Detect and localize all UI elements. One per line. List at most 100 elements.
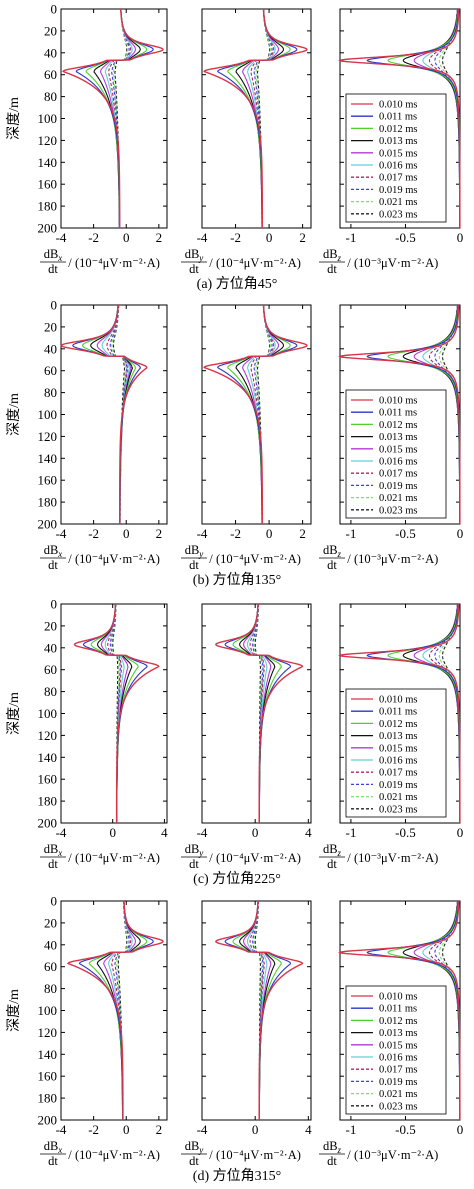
- x-tick-label: -0.5: [395, 1122, 416, 1137]
- y-axis-label: 深度/m: [6, 97, 22, 140]
- subplot-a-dbz: -1 -0.5 00.010 ms0.011 ms0.012 ms0.013 ms0…: [319, 8, 463, 276]
- x-tick-label: -1: [345, 825, 356, 840]
- series-line-0023: [117, 900, 128, 1120]
- x-tick-label: 2: [156, 1122, 163, 1137]
- unit-label: (10⁻⁴μV·m⁻²·A): [216, 851, 301, 865]
- series-line-0015: [103, 900, 136, 1121]
- legend-label: 0.012 ms: [379, 124, 418, 135]
- unit-label: (10⁻⁴μV·m⁻²·A): [75, 1148, 160, 1162]
- legend-label: 0.013 ms: [379, 136, 418, 147]
- legend-label: 0.015 ms: [379, 743, 418, 754]
- legend-label: 0.015 ms: [379, 444, 418, 455]
- legend-box: [345, 688, 447, 818]
- legend-label: 0.015 ms: [379, 1040, 418, 1051]
- series-line-0010: [60, 304, 148, 524]
- legend-label: 0.016 ms: [379, 161, 418, 172]
- legend-label: 0.017 ms: [379, 1065, 418, 1076]
- y-tick-label: 80: [44, 385, 57, 400]
- panel-caption: (a) 方位角45°: [197, 276, 278, 292]
- legend-label: 0.013 ms: [379, 432, 418, 443]
- x-tick-label: 0: [123, 1122, 130, 1137]
- legend-label: 0.016 ms: [379, 756, 418, 767]
- x-tick-label: 2: [156, 230, 163, 245]
- x-tick-label: 2: [299, 526, 306, 541]
- slash: /: [68, 256, 72, 270]
- legend-label: 0.012 ms: [379, 1016, 418, 1027]
- derivative-numerator: dBx: [44, 842, 63, 858]
- x-tick-label: 4: [161, 825, 168, 840]
- legend-label: 0.021 ms: [379, 197, 418, 208]
- slash: /: [68, 851, 72, 865]
- axes-frame: [201, 900, 312, 1121]
- y-axis-label: 深度/m: [6, 989, 22, 1032]
- y-tick-label: 20: [44, 319, 57, 334]
- y-tick-label: 60: [44, 662, 57, 677]
- series-line-0011: [82, 603, 148, 823]
- subplot-d-dbz: -1 -0.5 0 0.010 ms0.011 ms0.012 ms0.013 ms0…: [319, 900, 464, 1168]
- y-tick-label: 160: [38, 473, 58, 488]
- legend-label: 0.021 ms: [379, 792, 418, 803]
- x-tick-label: -1: [345, 230, 356, 245]
- y-tick-label: 0: [51, 298, 58, 313]
- series-line-0016: [101, 304, 130, 525]
- x-tick-label: 0: [252, 825, 259, 840]
- x-tick-label: 2: [156, 526, 163, 541]
- y-tick-label: 160: [38, 1069, 58, 1084]
- derivative-numerator: dBz: [323, 543, 342, 559]
- x-tick-label: -4: [197, 1122, 208, 1137]
- y-tick-label: 140: [38, 750, 58, 765]
- x-tick-label: -4: [56, 230, 67, 245]
- y-tick-label: 100: [38, 407, 58, 422]
- axes-frame: [60, 304, 168, 525]
- series-line-0012: [81, 304, 137, 525]
- derivative-denominator: dt: [48, 857, 58, 871]
- series-line-0011: [224, 603, 292, 823]
- y-tick-label: 60: [44, 959, 57, 974]
- unit-label: (10⁻⁴μV·m⁻²·A): [216, 256, 301, 270]
- x-tick-label: -1: [345, 1122, 356, 1137]
- unit-label: (10⁻³μV·m⁻²·A): [354, 552, 438, 566]
- series-line-0019: [109, 603, 121, 823]
- derivative-denominator: dt: [48, 262, 58, 276]
- legend: 0.010 ms0.011 ms0.012 ms0.013 ms0.015 ms…: [345, 688, 447, 818]
- series-line-0011: [224, 900, 292, 1120]
- legend-label: 0.011 ms: [379, 408, 417, 419]
- y-tick-label: 160: [38, 177, 58, 192]
- x-tick-label: 0: [457, 1122, 464, 1137]
- derivative-numerator: dBz: [323, 842, 342, 858]
- y-tick-label: 180: [38, 794, 58, 809]
- x-tick-label: -4: [197, 230, 208, 245]
- legend-label: 0.017 ms: [379, 768, 418, 779]
- x-tick-label: 0: [266, 230, 273, 245]
- legend-label: 0.019 ms: [379, 780, 418, 791]
- unit-label: (10⁻⁴μV·m⁻²·A): [216, 552, 301, 566]
- legend-label: 0.019 ms: [379, 1077, 418, 1088]
- y-tick-label: 40: [44, 45, 57, 60]
- derivative-denominator: dt: [189, 262, 199, 276]
- x-tick-label: -0.5: [395, 526, 416, 541]
- axes-frame: [60, 900, 168, 1121]
- panel-caption: (d) 方位角315°: [193, 1168, 281, 1184]
- y-tick-label: 200: [38, 1113, 58, 1128]
- legend-label: 0.021 ms: [379, 493, 418, 504]
- slash: /: [209, 256, 213, 270]
- unit-label: (10⁻⁴μV·m⁻²·A): [75, 851, 160, 865]
- series-line-0010: [62, 8, 164, 228]
- series-line-0015: [96, 304, 132, 524]
- legend: 0.010 ms0.011 ms0.012 ms0.013 ms0.015 ms…: [345, 985, 447, 1115]
- legend-label: 0.012 ms: [379, 420, 418, 431]
- legend-label: 0.011 ms: [379, 707, 417, 718]
- series-line-0010: [215, 603, 304, 823]
